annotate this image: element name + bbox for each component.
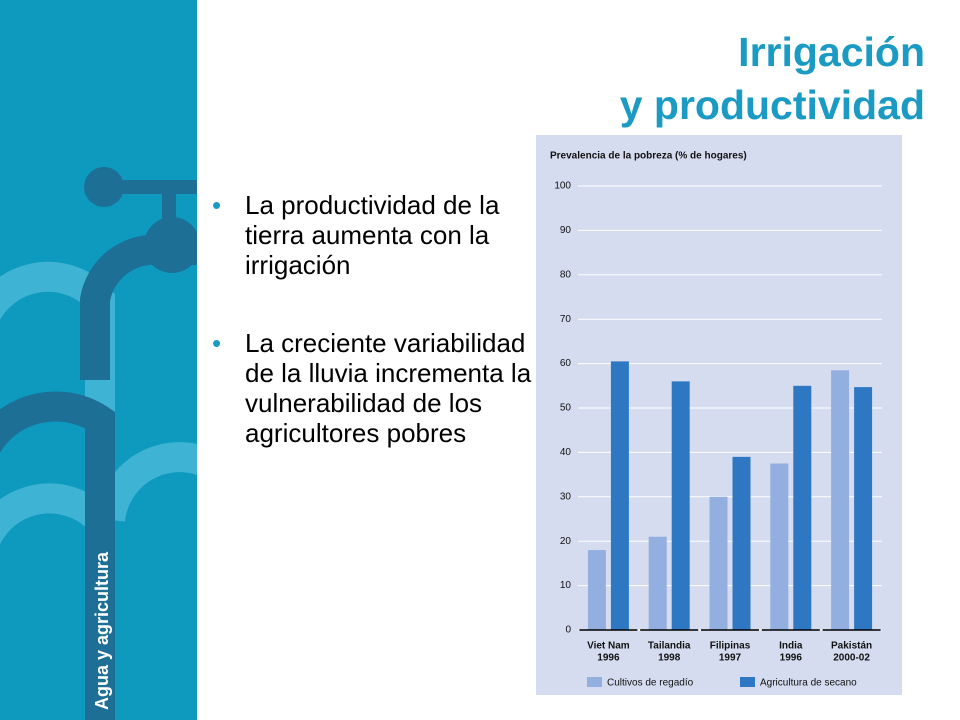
legend-label: Agricultura de secano xyxy=(760,678,857,689)
y-tick-label: 40 xyxy=(560,447,572,458)
y-tick-label: 10 xyxy=(560,580,572,591)
y-tick-label: 90 xyxy=(560,225,572,236)
bullet: La productividad de la tierra aumenta co… xyxy=(212,190,545,280)
bar xyxy=(854,387,873,630)
x-tick-label: Filipinas xyxy=(710,641,751,652)
y-tick-label: 20 xyxy=(560,536,572,547)
bullet-list: La productividad de la tierra aumenta co… xyxy=(212,190,545,496)
chart-title: Prevalencia de la pobreza (% de hogares) xyxy=(550,151,747,162)
side-label: Agua y agricultura xyxy=(92,551,112,710)
x-tick-sublabel: 1997 xyxy=(719,653,742,664)
bar xyxy=(709,496,728,630)
y-tick-label: 60 xyxy=(560,358,572,369)
bar xyxy=(732,456,751,630)
bar xyxy=(671,381,690,630)
x-tick-sublabel: 2000-02 xyxy=(833,653,870,664)
title-line: Irrigación xyxy=(738,29,925,75)
bar xyxy=(648,536,667,630)
bar xyxy=(831,370,850,630)
x-tick-sublabel: 1996 xyxy=(597,653,620,664)
legend-swatch xyxy=(740,677,755,687)
slide-title: Irrigación y productividad xyxy=(620,26,925,132)
x-tick-label: Viet Nam xyxy=(587,641,630,652)
y-tick-label: 50 xyxy=(560,403,572,414)
bar xyxy=(793,385,812,630)
bullet: La creciente variabilidad de la lluvia i… xyxy=(212,328,545,448)
x-tick-label: India xyxy=(779,641,803,652)
y-tick-label: 80 xyxy=(560,269,572,280)
bar xyxy=(770,463,789,630)
y-tick-label: 100 xyxy=(554,181,571,192)
x-tick-label: Tailandia xyxy=(648,641,691,652)
x-tick-label: Pakistán xyxy=(831,641,872,652)
legend-swatch xyxy=(587,677,602,687)
y-tick-label: 70 xyxy=(560,314,572,325)
legend-label: Cultivos de regadío xyxy=(607,678,694,689)
bar xyxy=(587,550,606,630)
title-line: y productividad xyxy=(619,82,925,128)
x-tick-sublabel: 1996 xyxy=(780,653,803,664)
bar xyxy=(610,361,629,630)
x-tick-sublabel: 1998 xyxy=(658,653,681,664)
side-panel: Agua y agricultura xyxy=(0,0,197,720)
chart-background xyxy=(536,135,902,695)
y-tick-label: 0 xyxy=(565,625,571,636)
y-tick-label: 30 xyxy=(560,491,572,502)
